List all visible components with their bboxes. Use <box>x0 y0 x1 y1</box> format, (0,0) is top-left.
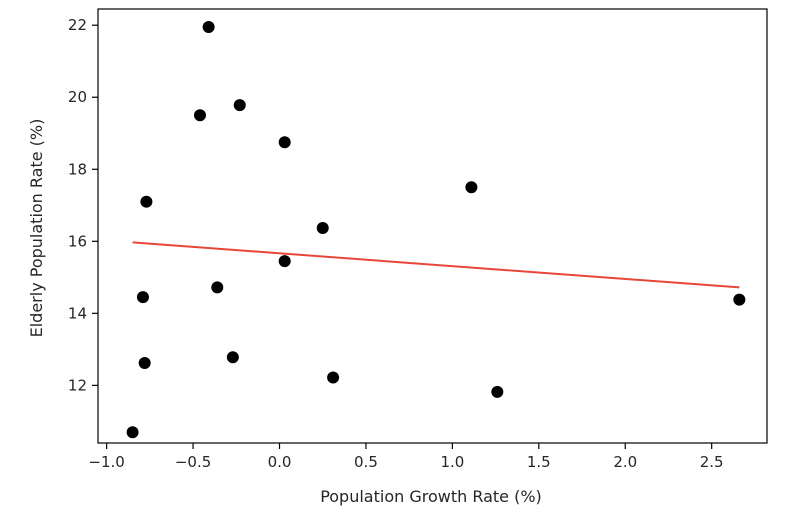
y-tick-label: 18 <box>68 160 87 178</box>
scatter-point <box>226 351 239 364</box>
scatter-point <box>278 255 291 268</box>
x-tick-label: −1.0 <box>88 453 124 471</box>
x-tick-label: −0.5 <box>175 453 211 471</box>
x-axis-label: Population Growth Rate (%) <box>320 487 542 506</box>
regression-line <box>132 241 740 289</box>
scatter-point <box>733 293 746 306</box>
axes-layer: −1.0 −0.5 0.0 0.5 1.0 1.5 2.0 2.5 12 14 16 18 20 22 <box>68 8 768 471</box>
y-tick-label: 20 <box>68 88 87 106</box>
y-tick-label: 14 <box>68 304 87 322</box>
scatter-point <box>140 195 153 208</box>
scatter-point <box>126 426 139 439</box>
scatter-point <box>233 99 246 112</box>
scatter-point <box>316 221 329 234</box>
x-tick-label: 0.0 <box>268 453 292 471</box>
x-tick-label: 0.5 <box>354 453 378 471</box>
scatter-point <box>491 385 504 398</box>
scatter-point <box>193 109 206 122</box>
axes-frame <box>97 8 768 444</box>
scatter-point <box>136 291 149 304</box>
scatter-point <box>138 357 151 370</box>
x-tick-label: 2.5 <box>700 453 724 471</box>
y-tick-label: 22 <box>68 16 87 34</box>
x-tick-label: 1.5 <box>527 453 551 471</box>
scatter-point <box>211 281 224 294</box>
scatter-point <box>327 371 340 384</box>
scatter-point <box>278 136 291 149</box>
y-tick-label: 16 <box>68 232 87 250</box>
y-axis-label: Elderly Population Rate (%) <box>27 119 46 338</box>
scatter-point <box>202 21 215 34</box>
scatter-point <box>465 181 478 194</box>
plot-layer <box>126 21 746 439</box>
x-tick-label: 1.0 <box>440 453 464 471</box>
x-tick-label: 2.0 <box>613 453 637 471</box>
y-tick-label: 12 <box>68 376 87 394</box>
